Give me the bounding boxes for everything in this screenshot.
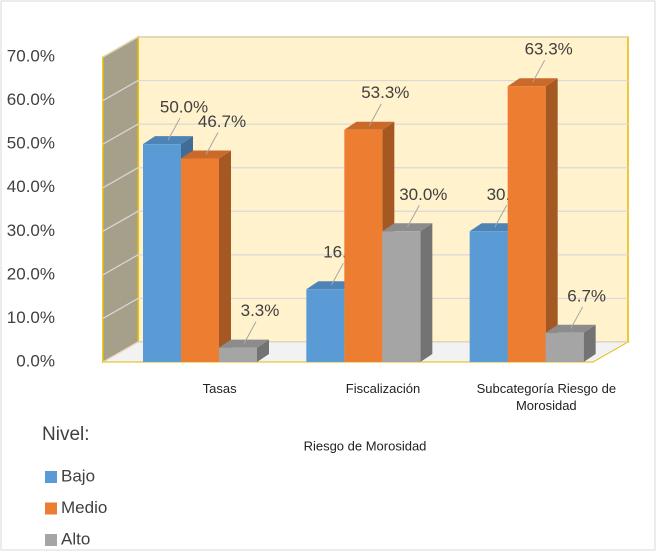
leader-line: [330, 262, 344, 286]
bar: [382, 223, 433, 362]
grid-line: [102, 36, 628, 58]
bar: [545, 324, 596, 362]
x-tick-label: Subcategoría Riesgo de Morosidad: [476, 381, 617, 413]
data-label: 30.0%: [399, 185, 447, 204]
legend-label: Alto: [61, 529, 90, 548]
bar-front: [545, 332, 584, 362]
bar: [181, 150, 231, 362]
bar-front: [306, 289, 345, 362]
legend-swatch: [45, 502, 57, 515]
grid-line: [102, 123, 628, 145]
leader-line: [406, 205, 420, 228]
bar-side: [257, 339, 269, 362]
grid-line: [102, 79, 628, 102]
grid-line: [102, 341, 628, 363]
grid-line: [102, 254, 628, 276]
legend-label: Medio: [61, 498, 107, 517]
data-label: 63.3%: [525, 40, 573, 59]
x-tick-label: Tasas: [202, 381, 237, 396]
bar-front: [344, 129, 383, 362]
y-tick-label: 0.0%: [16, 351, 55, 370]
y-tick-label: 30.0%: [7, 221, 55, 240]
legend-label: Bajo: [61, 466, 95, 485]
y-tick-label: 10.0%: [7, 308, 55, 327]
leader-line: [205, 132, 219, 155]
data-label: 53.3%: [361, 83, 409, 102]
bar-front: [143, 144, 181, 362]
grid-line: [102, 167, 628, 189]
leader-line: [243, 321, 257, 344]
leader-line: [570, 306, 584, 330]
y-tick-label: 70.0%: [7, 46, 55, 65]
leader-line: [532, 59, 546, 83]
bar-side: [545, 78, 558, 362]
y-tick-label: 20.0%: [7, 264, 55, 283]
bar-side: [583, 324, 596, 362]
bar-front: [219, 347, 257, 362]
bar-side: [420, 223, 433, 362]
y-tick-label: 60.0%: [7, 90, 55, 109]
leader-line: [368, 103, 382, 127]
bar: [507, 78, 558, 362]
x-axis-title: Riesgo de Morosidad: [304, 438, 427, 453]
y-tick-label: 50.0%: [7, 134, 55, 153]
data-label: 46.7%: [198, 112, 246, 131]
x-tick-label: Fiscalización: [345, 381, 421, 396]
bar-side: [219, 150, 231, 362]
legend-swatch: [45, 534, 57, 546]
legend-swatch: [45, 471, 57, 483]
leader-line: [167, 117, 181, 141]
leader-line: [494, 205, 508, 228]
y-tick-label: 40.0%: [7, 177, 55, 196]
bar-front: [507, 86, 546, 362]
bar-front: [181, 158, 219, 362]
data-label: 3.3%: [241, 301, 280, 320]
data-label: 50.0%: [160, 98, 208, 117]
side-wall: [102, 35, 139, 364]
data-label: 6.7%: [567, 286, 606, 305]
legend-title: Nivel:: [42, 424, 90, 445]
bar-front: [382, 231, 421, 362]
grid-line: [102, 210, 628, 232]
grid-line: [102, 297, 628, 319]
bar-front: [469, 231, 508, 362]
